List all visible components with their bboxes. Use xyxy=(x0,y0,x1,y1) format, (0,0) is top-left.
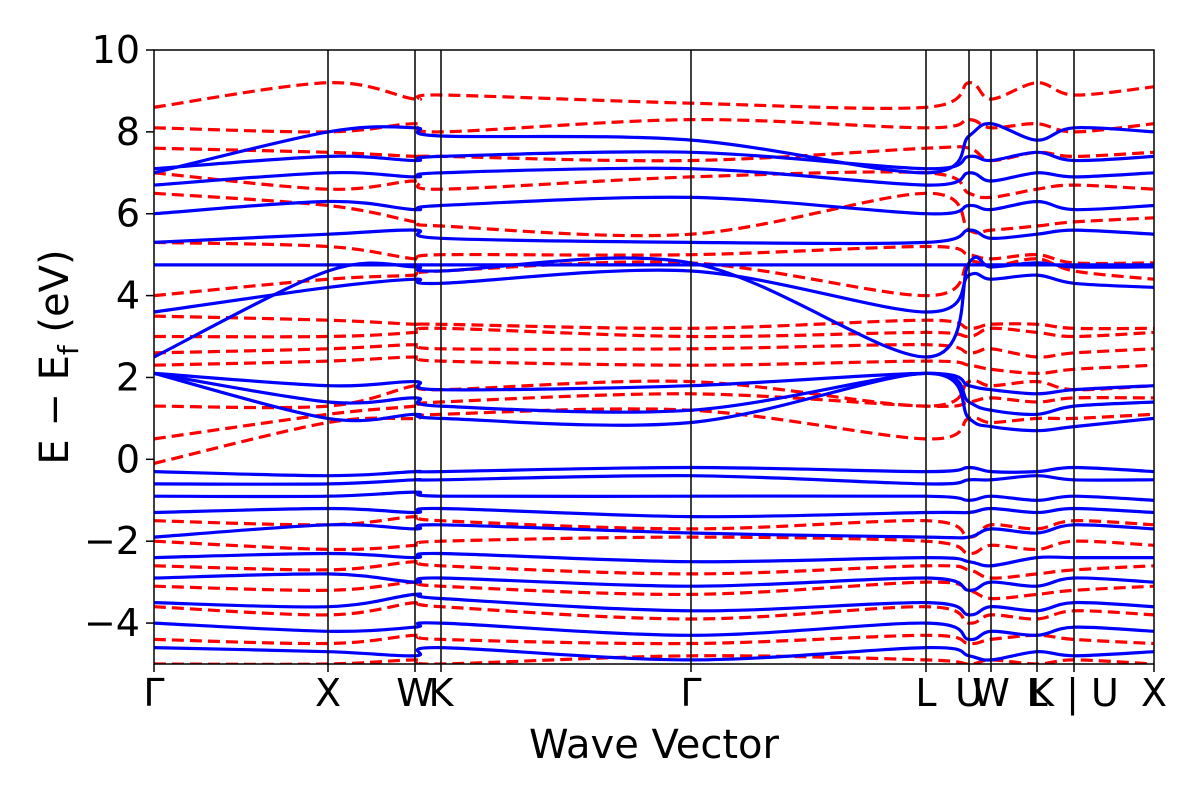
plot-frame xyxy=(153,49,1155,665)
dashed-band-19 xyxy=(154,117,1154,134)
dashed-band-20 xyxy=(154,81,1154,110)
dashed-band-16 xyxy=(154,191,1154,238)
x-tick-label-9: K | U xyxy=(1029,671,1119,716)
y-axis-title-unit: (eV) xyxy=(32,249,78,345)
dashed-band-10 xyxy=(154,355,1154,375)
dashed-band-2 xyxy=(154,600,1154,625)
solid-band-1 xyxy=(154,621,1154,642)
dashed-band-1 xyxy=(154,633,1154,646)
x-tick-label-7: W xyxy=(972,671,1010,715)
x-tick-label-2: W xyxy=(396,671,434,715)
y-axis-ticks: 10 8 6 4 2 0 −2 −4 xyxy=(84,28,154,645)
solid-band-0 xyxy=(154,645,1154,662)
solid-band-6 xyxy=(154,506,1154,519)
y-axis-title-main: E − E xyxy=(32,355,78,465)
dashed-band-5 xyxy=(154,535,1154,556)
unoccupied-bands-dashed xyxy=(154,81,1154,664)
x-tick-label-6: U xyxy=(955,671,983,715)
dashed-band-11 xyxy=(154,343,1154,359)
x-axis-title: Wave Vector xyxy=(529,722,780,768)
y-axis-title-sub: f xyxy=(52,344,85,355)
x-tick-label-1: X xyxy=(315,671,341,715)
solid-band-3 xyxy=(154,572,1154,592)
dashed-band-17 xyxy=(154,170,1154,200)
x-tick-label-8: L xyxy=(1026,671,1047,715)
solid-band-7 xyxy=(154,490,1154,502)
y-tick-label-1: 8 xyxy=(116,110,140,154)
dashed-band-13 xyxy=(154,314,1154,331)
y-tick-label-0: 10 xyxy=(92,28,140,72)
solid-band-14 xyxy=(154,268,1154,314)
y-tick-label-5: 0 xyxy=(116,437,140,481)
x-tick-label-5: L xyxy=(915,671,936,715)
solid-band-17 xyxy=(154,195,1154,216)
high-symmetry-lines xyxy=(327,50,1075,664)
x-tick-label-10: X xyxy=(1141,671,1167,715)
x-tick-label-4: Γ xyxy=(680,671,701,715)
y-tick-label-4: 2 xyxy=(116,355,140,399)
dashed-band-14 xyxy=(154,257,1154,298)
y-tick-label-6: −2 xyxy=(84,519,140,563)
solid-band-13 xyxy=(154,255,1154,359)
x-tick-label-0: Γ xyxy=(143,671,164,715)
y-tick-label-3: 4 xyxy=(116,274,140,318)
x-tick-label-3: K xyxy=(429,671,455,715)
y-axis-title: E − Ef (eV) xyxy=(32,249,85,464)
solid-band-18 xyxy=(154,166,1154,187)
y-tick-label-7: −4 xyxy=(84,601,140,645)
dashed-band-3 xyxy=(154,580,1154,601)
solid-band-2 xyxy=(154,592,1154,617)
y-tick-label-2: 6 xyxy=(116,192,140,236)
solid-band-4 xyxy=(154,551,1154,568)
